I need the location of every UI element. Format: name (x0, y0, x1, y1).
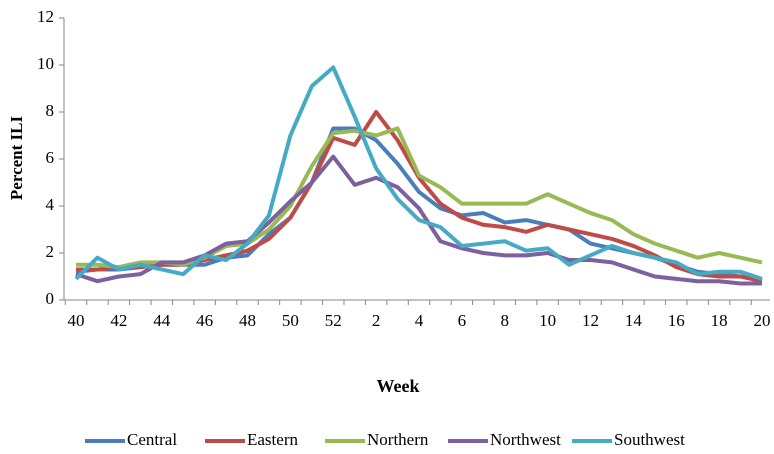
x-tick-label: 52 (325, 311, 342, 330)
legend-label: Northern (367, 430, 429, 449)
legend-label: Central (127, 430, 177, 449)
x-tick-label: 14 (625, 311, 643, 330)
x-tick-label: 6 (458, 311, 467, 330)
series-line (76, 110, 763, 284)
x-tick-label: 4 (415, 311, 424, 330)
x-tick-label: 12 (582, 311, 599, 330)
x-tick-label: 40 (68, 311, 85, 330)
series-line (75, 154, 762, 286)
y-tick-label: 4 (46, 195, 55, 214)
x-tick-label: 8 (501, 311, 510, 330)
legend-label: Eastern (247, 430, 298, 449)
x-tick-label: 50 (282, 311, 299, 330)
x-tick-label: 20 (754, 311, 771, 330)
y-tick-label: 2 (46, 242, 55, 261)
series-line (76, 126, 763, 270)
y-tick-label: 6 (46, 148, 55, 167)
x-tick-label: 16 (668, 311, 685, 330)
y-tick-label: 8 (46, 101, 55, 120)
x-tick-label: 44 (153, 311, 171, 330)
y-axis-label: Percent ILI (7, 116, 26, 201)
x-axis-label: Week (377, 376, 420, 396)
y-tick-label: 10 (37, 54, 54, 73)
y-tick-label: 12 (37, 7, 54, 26)
x-tick-label: 42 (110, 311, 127, 330)
legend-label: Southwest (614, 430, 685, 449)
x-tick-label: 46 (196, 311, 213, 330)
legend-label: Northwest (490, 430, 561, 449)
x-tick-label: 18 (711, 311, 728, 330)
y-tick-label: 0 (46, 289, 55, 308)
series-line (74, 65, 763, 281)
x-tick-label: 2 (372, 311, 381, 330)
x-tick-label: 48 (239, 311, 256, 330)
x-tick-label: 10 (539, 311, 556, 330)
